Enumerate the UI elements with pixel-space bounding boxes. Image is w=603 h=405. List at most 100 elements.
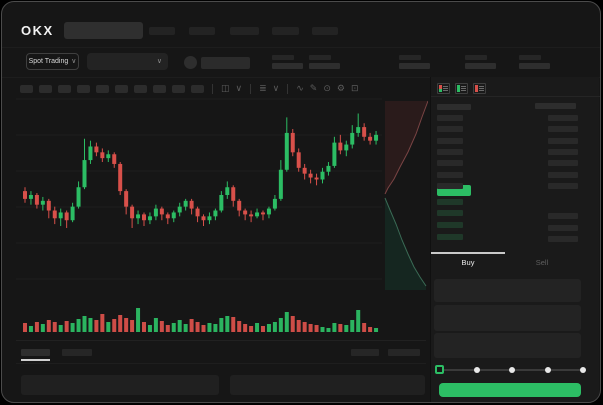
pair-selector-dropdown[interactable]: ∨ <box>87 53 168 70</box>
stripe-seg <box>475 85 478 92</box>
orderbook-panel: Buy Sell <box>430 77 600 402</box>
bottom-tabs-divider <box>16 363 426 364</box>
ask-row-size[interactable] <box>437 115 463 121</box>
timeframe-button[interactable] <box>115 84 128 93</box>
candles-view-icon[interactable]: ◫ <box>221 83 230 94</box>
ask-row-value[interactable] <box>548 115 578 121</box>
timeframe-button[interactable] <box>58 84 71 93</box>
toolbar-separator <box>212 83 213 94</box>
line-tool-icon[interactable]: ∿ <box>296 83 304 94</box>
bottom-tab-active-underline <box>21 359 50 361</box>
slider-step-dot[interactable] <box>580 367 586 373</box>
stat-label-placeholder <box>399 55 421 60</box>
buy-tab-indicator <box>431 252 505 254</box>
last-price-badge[interactable] <box>437 185 471 196</box>
ask-row-value[interactable] <box>548 149 578 155</box>
bottom-tab[interactable] <box>62 349 92 356</box>
trade-input-field[interactable] <box>434 333 581 358</box>
fullscreen-icon[interactable]: ⊡ <box>350 83 359 94</box>
bid-row-size[interactable] <box>437 234 463 240</box>
stripe-seg <box>439 85 442 89</box>
toolbar-separator <box>287 83 289 94</box>
ask-row-size[interactable] <box>437 149 463 155</box>
ask-row-value[interactable] <box>548 138 578 144</box>
draw-icon[interactable]: ✎ <box>309 83 318 94</box>
trading-mode-label: Spot Trading <box>28 58 69 65</box>
ticker-stat <box>465 55 497 70</box>
bid-row-value[interactable] <box>548 236 578 242</box>
chart-toolbar: ◫ ∨ ≣ ∨ ∿ ✎ ⊙ ⚙ ⊡ <box>20 82 359 95</box>
chevron-down-icon[interactable]: ∨ <box>272 83 280 94</box>
bottom-option-2[interactable] <box>388 349 420 356</box>
bid-row-size[interactable] <box>437 222 463 228</box>
ticker-stat <box>272 55 304 70</box>
book-bids-only-icon[interactable] <box>455 83 468 94</box>
toolbar-separator <box>250 83 252 94</box>
ask-row-size[interactable] <box>437 126 463 132</box>
nav-item[interactable] <box>189 27 215 35</box>
icon-lines <box>461 86 466 91</box>
trade-input-field[interactable] <box>434 305 581 331</box>
ask-row-size[interactable] <box>437 160 463 166</box>
trade-input-field[interactable] <box>434 279 581 302</box>
indicators-icon[interactable]: ≣ <box>259 83 267 94</box>
timeframe-button[interactable] <box>191 84 204 93</box>
nav-item[interactable] <box>230 27 259 35</box>
chart-bottom-divider <box>16 340 426 341</box>
timeframe-button[interactable] <box>172 84 185 93</box>
chevron-down-icon[interactable]: ∨ <box>235 83 243 94</box>
tab-buy[interactable]: Buy <box>461 258 475 267</box>
bid-row-value[interactable] <box>548 225 578 231</box>
orderbook-divider <box>431 96 600 97</box>
timeframe-button[interactable] <box>153 84 166 93</box>
candlestick-chart[interactable] <box>16 98 382 342</box>
ticker-stat <box>399 55 431 70</box>
chevron-down-icon: ∨ <box>71 58 77 65</box>
depth-chart[interactable] <box>384 97 428 291</box>
search-input[interactable] <box>64 22 143 39</box>
timeframe-button[interactable] <box>39 84 52 93</box>
ticker-stat <box>309 55 341 70</box>
slider-step-dot[interactable] <box>474 367 480 373</box>
stat-label-placeholder <box>272 55 294 60</box>
nav-item[interactable] <box>149 27 175 35</box>
book-combined-icon[interactable] <box>437 83 450 94</box>
icon-lines <box>479 86 484 91</box>
bottom-tab-active[interactable] <box>21 349 50 356</box>
nav-item[interactable] <box>272 27 299 35</box>
ticker-stat <box>519 55 551 70</box>
screenshot-icon[interactable]: ⊙ <box>323 83 331 94</box>
icon-stripe <box>457 85 460 92</box>
bid-row-value[interactable] <box>548 213 578 219</box>
bottom-option-1[interactable] <box>351 349 379 356</box>
ask-row-value[interactable] <box>548 172 578 178</box>
book-asks-only-icon[interactable] <box>473 83 486 94</box>
stat-value-placeholder <box>399 63 430 69</box>
ask-row-value[interactable] <box>548 126 578 132</box>
nav-item[interactable] <box>312 27 338 35</box>
trading-mode-selector[interactable]: Spot Trading ∨ <box>26 53 79 70</box>
timeframe-button[interactable] <box>134 84 147 93</box>
bid-row-size[interactable] <box>437 199 463 205</box>
amount-slider-handle[interactable] <box>435 365 444 374</box>
buy-submit-button[interactable] <box>439 383 581 397</box>
ask-row-value[interactable] <box>548 183 578 189</box>
timeframe-button[interactable] <box>96 84 109 93</box>
stat-value-placeholder <box>465 63 496 69</box>
timeframe-button[interactable] <box>20 84 33 93</box>
stat-value-placeholder <box>272 63 303 69</box>
slider-step-dot[interactable] <box>545 367 551 373</box>
slider-step-dot[interactable] <box>509 367 515 373</box>
bottom-panel-right <box>230 375 425 395</box>
settings-icon[interactable]: ⚙ <box>336 83 345 94</box>
tab-sell[interactable]: Sell <box>535 258 549 267</box>
ask-row-size[interactable] <box>437 138 463 144</box>
bid-row-size[interactable] <box>437 210 463 216</box>
timeframe-button[interactable] <box>77 84 90 93</box>
topbar-divider <box>2 47 600 48</box>
ask-row-size[interactable] <box>437 183 463 189</box>
ask-row-value[interactable] <box>548 160 578 166</box>
marketbar-divider <box>2 77 600 78</box>
stat-label-placeholder <box>309 55 331 60</box>
ask-row-size[interactable] <box>437 172 463 178</box>
